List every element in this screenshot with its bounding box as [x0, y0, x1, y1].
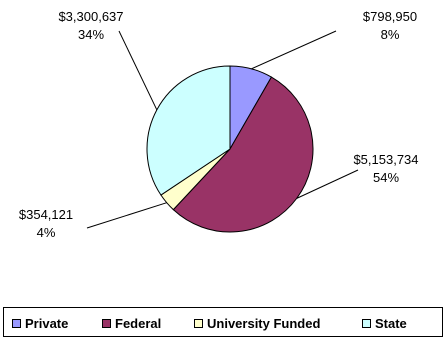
data-label-value-university-funded: $354,121 — [19, 207, 73, 222]
legend-item-private: Private — [12, 316, 68, 331]
chart-legend: Private Federal University Funded State — [3, 307, 443, 337]
leader-line-state — [118, 30, 158, 111]
legend-swatch-federal — [102, 319, 111, 328]
leader-line-university-funded — [86, 202, 167, 229]
data-label-value-federal: $5,153,734 — [353, 152, 418, 167]
legend-item-university-funded: University Funded — [194, 316, 320, 331]
data-label-percent-federal: 54% — [373, 170, 399, 185]
legend-label-university-funded: University Funded — [207, 316, 321, 331]
data-label-percent-private: 8% — [381, 27, 400, 42]
data-label-percent-state: 34% — [78, 27, 104, 42]
legend-swatch-private — [12, 319, 21, 328]
legend-swatch-state — [362, 319, 371, 328]
leader-line-federal — [296, 169, 359, 199]
pie-slice-federal — [172, 76, 314, 233]
legend-item-state: State — [362, 316, 407, 331]
data-label-value-state: $3,300,637 — [58, 9, 123, 24]
data-label-value-private: $798,950 — [363, 9, 417, 24]
pie-chart-svg: $798,950 8% $5,153,734 54% $354,121 4% $3,300,… — [19, 9, 419, 240]
legend-swatch-university-funded — [194, 319, 203, 328]
data-label-percent-university-funded: 4% — [37, 225, 56, 240]
legend-label-private: Private — [25, 316, 69, 331]
legend-label-federal: Federal — [115, 316, 162, 331]
legend-label-state: State — [375, 316, 407, 331]
leader-line-private — [251, 30, 337, 70]
legend-item-federal: Federal — [102, 316, 161, 331]
